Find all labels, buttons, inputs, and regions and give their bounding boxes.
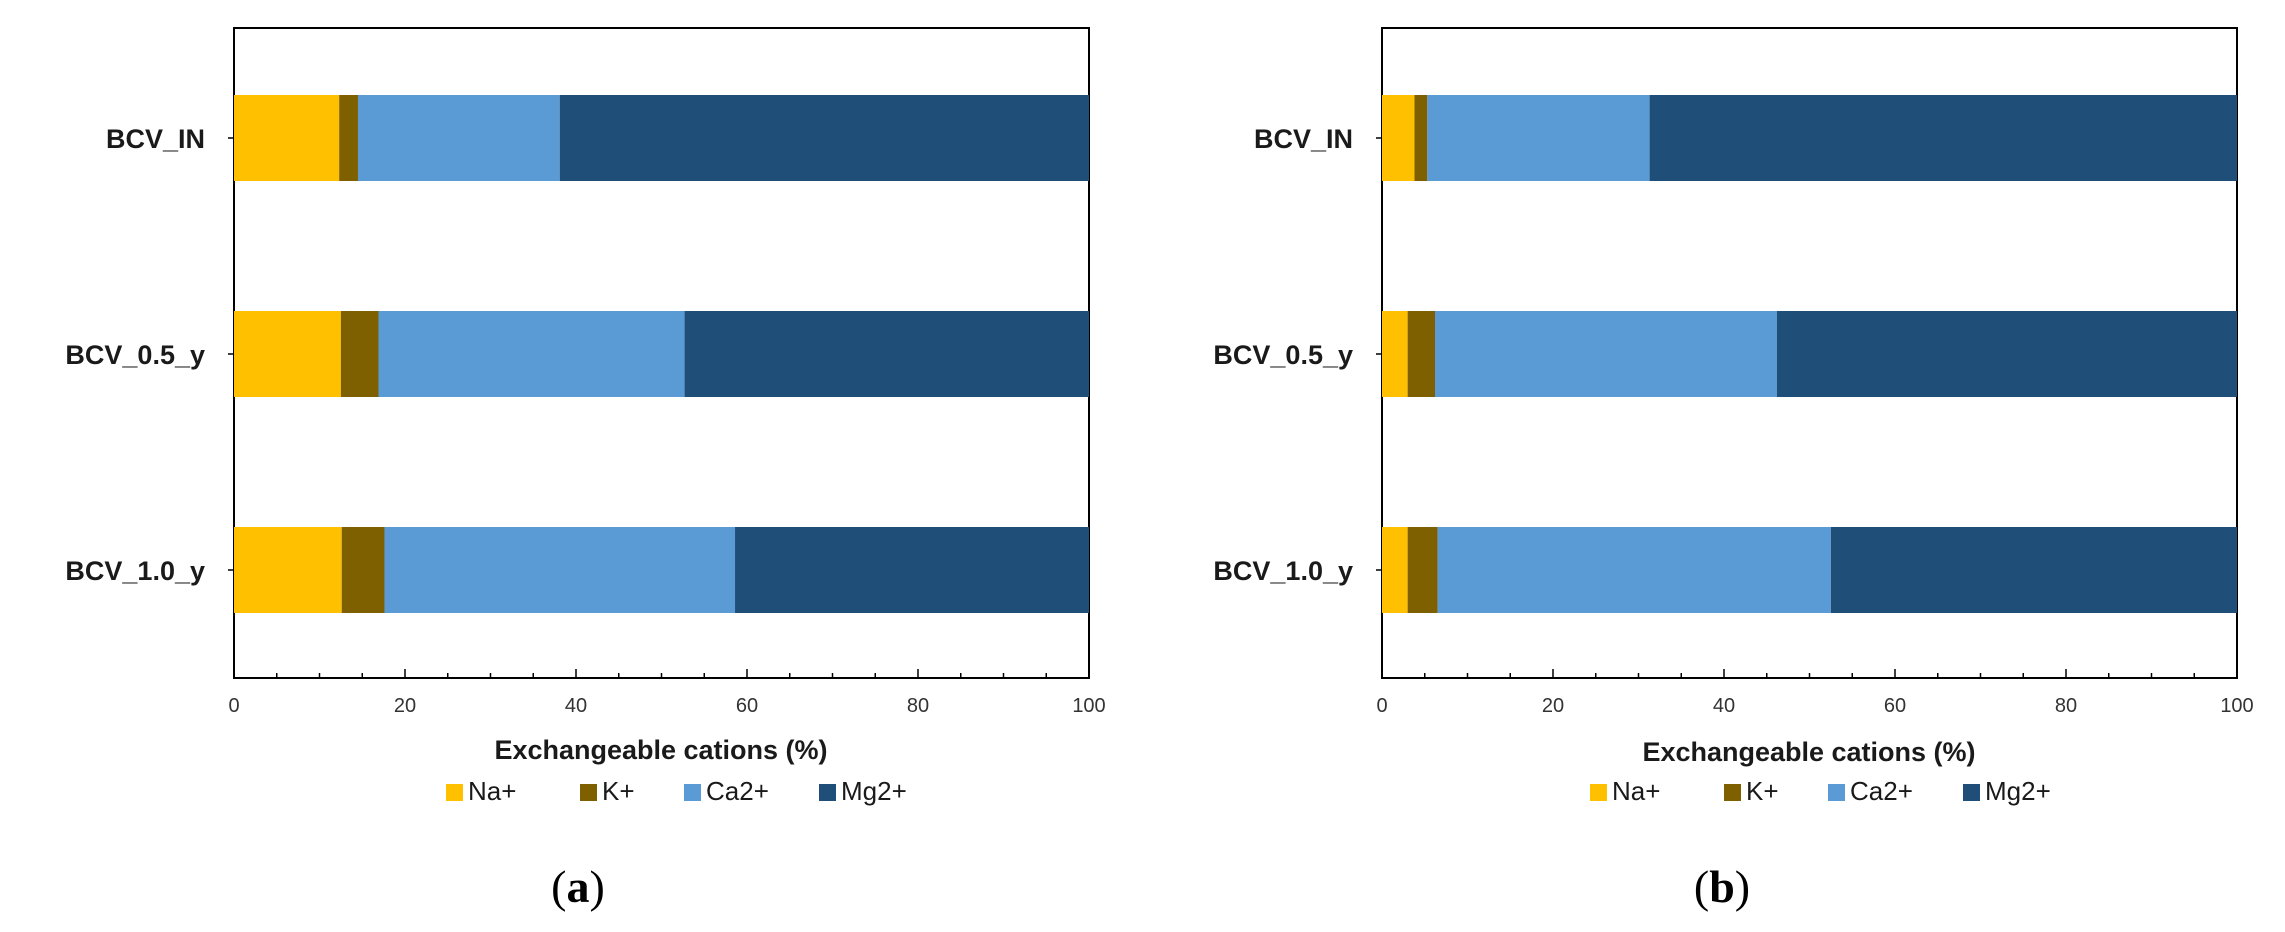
bar-bcv-1-0-y-k (1407, 527, 1438, 613)
bars-group (1382, 95, 2238, 613)
x-tick-label-40: 40 (1713, 695, 1735, 717)
x-tick-label-0: 0 (228, 695, 239, 717)
legend-swatch-mg2 (1963, 784, 1980, 801)
bar-bcv-0-5-y-k (340, 311, 379, 397)
x-tick-label-80: 80 (2055, 695, 2077, 717)
legend-label-ca2: Ca2+ (706, 776, 769, 806)
bar-bcv-1-0-y-k (341, 527, 385, 613)
legend-label-k: K+ (1746, 776, 1779, 806)
x-tick-label-100: 100 (1072, 695, 1105, 717)
bar-bcv-1-0-y-na (1382, 527, 1408, 613)
bars-group (234, 95, 1089, 613)
legend-swatch-k (580, 784, 597, 801)
bar-bcv-1-0-y-mg2 (1830, 527, 2238, 613)
legend-label-mg2: Mg2+ (1985, 776, 2051, 806)
bar-bcv-in-k (1414, 95, 1428, 181)
legend-swatch-na (446, 784, 463, 801)
bar-bcv-in-na (1382, 95, 1415, 181)
legend: Na+ K+ Ca2+ Mg2+ (1590, 776, 2051, 806)
x-axis-title: Exchangeable cations (%) (494, 735, 827, 765)
bar-bcv-0-5-y-na (234, 311, 341, 397)
legend-swatch-na (1590, 784, 1607, 801)
x-tick-label-20: 20 (1542, 695, 1564, 717)
bar-bcv-0-5-y-k (1407, 311, 1436, 397)
category-label-bcv-0-5-y: BCV_0.5_y (65, 340, 205, 370)
bar-bcv-1-0-y-mg2 (735, 527, 1089, 613)
bar-bcv-in-ca2 (357, 95, 560, 181)
x-tick-label-100: 100 (2220, 695, 2253, 717)
bar-bcv-0-5-y-ca2 (378, 311, 685, 397)
bar-bcv-in-mg2 (1649, 95, 2237, 181)
category-label-bcv-in: BCV_IN (1254, 124, 1353, 154)
bar-bcv-1-0-y-ca2 (1437, 527, 1831, 613)
legend-label-ca2: Ca2+ (1850, 776, 1913, 806)
category-label-bcv-1-0-y: BCV_1.0_y (1213, 556, 1353, 586)
bar-bcv-in-na (234, 95, 340, 181)
category-label-bcv-0-5-y: BCV_0.5_y (1213, 340, 1353, 370)
bar-bcv-0-5-y-ca2 (1435, 311, 1778, 397)
bar-bcv-0-5-y-mg2 (684, 311, 1089, 397)
x-tick-label-40: 40 (565, 695, 587, 717)
legend-label-na: Na+ (1612, 776, 1660, 806)
legend: Na+ K+ Ca2+ Mg2+ (446, 776, 907, 806)
x-tick-label-80: 80 (907, 695, 929, 717)
x-tick-label-60: 60 (736, 695, 758, 717)
category-labels: BCV_IN BCV_0.5_y BCV_1.0_y (1213, 124, 1382, 586)
x-tick-label-60: 60 (1884, 695, 1906, 717)
x-tick-label-0: 0 (1376, 695, 1387, 717)
x-axis-title: Exchangeable cations (%) (1642, 737, 1975, 767)
panel-b: BCV_IN BCV_0.5_y BCV_1.0_y 0 20 40 60 80 100 Ex… (1213, 27, 2254, 912)
legend-label-na: Na+ (468, 776, 516, 806)
legend-swatch-ca2 (1828, 784, 1845, 801)
legend-swatch-k (1724, 784, 1741, 801)
panel-a: BCV_IN BCV_0.5_y BCV_1.0_y 0 20 40 60 80 100 Ex… (65, 27, 1106, 912)
x-axis-ticks: 0 20 40 60 80 100 (228, 669, 1106, 717)
bar-bcv-0-5-y-mg2 (1777, 311, 2237, 397)
bar-bcv-in-k (339, 95, 358, 181)
category-label-bcv-1-0-y: BCV_1.0_y (65, 556, 205, 586)
x-axis-ticks: 0 20 40 60 80 100 (1376, 669, 2254, 717)
panel-label-b: (b) (1694, 861, 1750, 912)
bar-bcv-in-mg2 (559, 95, 1089, 181)
bar-bcv-1-0-y-ca2 (384, 527, 736, 613)
legend-swatch-ca2 (684, 784, 701, 801)
panel-label-a: (a) (551, 861, 605, 912)
legend-label-k: K+ (602, 776, 635, 806)
legend-label-mg2: Mg2+ (841, 776, 907, 806)
bar-bcv-in-ca2 (1427, 95, 1650, 181)
x-tick-label-20: 20 (394, 695, 416, 717)
category-labels: BCV_IN BCV_0.5_y BCV_1.0_y (65, 124, 234, 586)
bar-bcv-1-0-y-na (234, 527, 342, 613)
legend-swatch-mg2 (819, 784, 836, 801)
category-label-bcv-in: BCV_IN (106, 124, 205, 154)
bar-bcv-0-5-y-na (1382, 311, 1408, 397)
